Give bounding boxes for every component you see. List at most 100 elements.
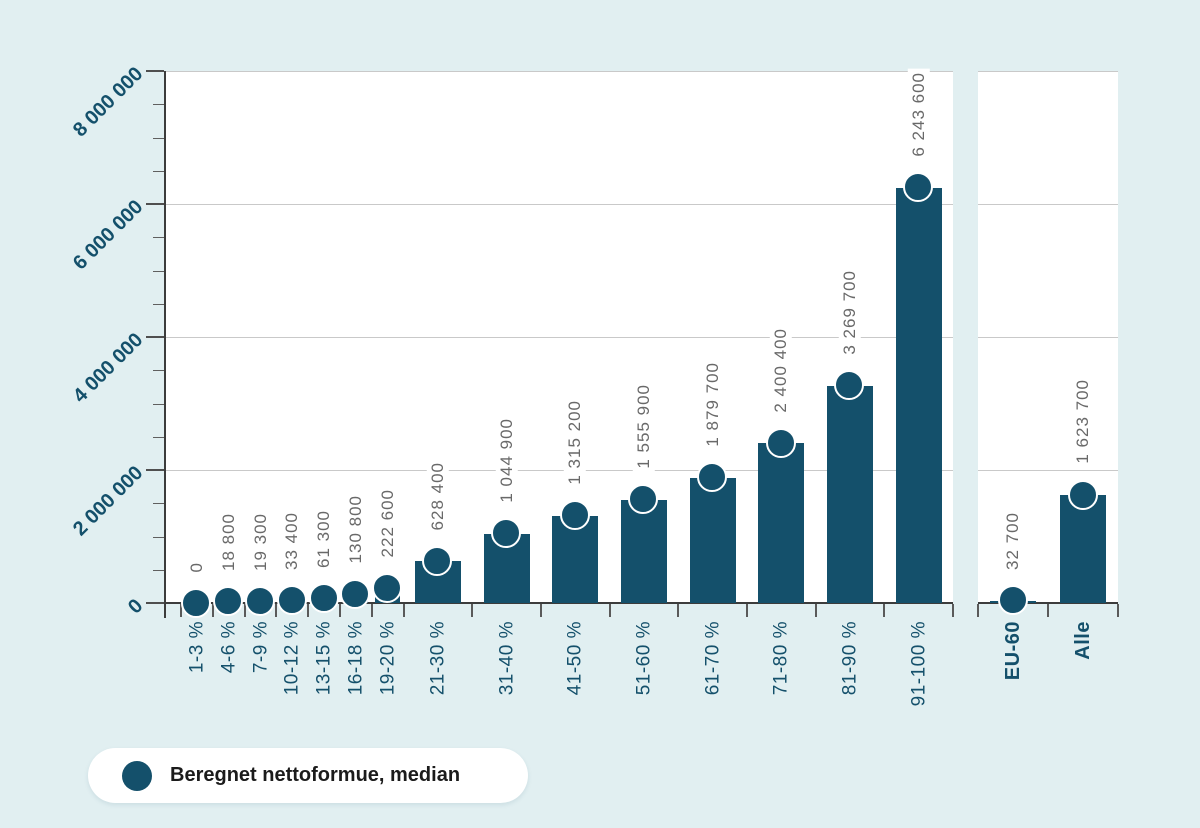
bar: [620, 499, 667, 603]
value-label: 0: [186, 558, 208, 575]
gridline: [978, 469, 1118, 471]
bar: [826, 385, 873, 603]
legend[interactable]: Beregnet nettoformue, median: [88, 748, 528, 803]
gridline: [978, 203, 1118, 205]
y-axis-line: [164, 71, 166, 618]
y-axis-minor-tick: [153, 270, 164, 272]
value-label: 32 700: [1002, 508, 1024, 573]
y-axis-major-tick: [146, 469, 164, 471]
median-dot: [1067, 479, 1098, 510]
x-axis-tick: [952, 604, 954, 617]
x-axis-tick: [1047, 604, 1049, 617]
y-axis-minor-tick: [153, 569, 164, 571]
median-dot: [372, 572, 403, 603]
x-axis-tick: [677, 604, 680, 617]
median-dot: [628, 484, 659, 515]
y-axis-minor-tick: [153, 536, 164, 538]
x-axis-tick: [339, 604, 341, 617]
value-label: 19 300: [249, 509, 272, 574]
median-dot: [181, 587, 212, 618]
median-dot: [308, 583, 339, 614]
gridline: [166, 469, 953, 471]
x-tick-label: 10-12 %: [281, 621, 303, 696]
value-label: 1 044 900: [495, 414, 518, 506]
x-tick-label: 21-30 %: [427, 621, 449, 696]
y-axis-minor-tick: [153, 436, 164, 438]
x-axis-tick: [180, 604, 182, 617]
value-label: 628 400: [427, 458, 449, 534]
gridline: [166, 70, 953, 72]
bar: [552, 515, 599, 603]
x-axis-tick: [883, 604, 886, 617]
value-label: 1 623 700: [1072, 376, 1094, 468]
x-axis-tick: [977, 604, 979, 617]
x-axis-tick: [745, 604, 748, 617]
y-tick-label: 0: [124, 594, 148, 619]
x-tick-label: 71-80 %: [770, 621, 792, 696]
y-axis-minor-tick: [153, 170, 164, 172]
y-axis-major-tick: [146, 336, 164, 338]
legend-marker-dot: [122, 760, 152, 791]
x-tick-label: 7-9 %: [250, 621, 271, 674]
x-tick-label: 81-90 %: [839, 621, 861, 696]
median-dot: [997, 585, 1028, 616]
legend-label: Beregnet nettoformue, median: [170, 764, 461, 786]
bar: [1060, 495, 1106, 603]
median-dot: [245, 586, 275, 617]
value-label: 222 600: [376, 485, 399, 561]
y-axis-minor-tick: [153, 503, 164, 505]
x-axis-tick: [539, 604, 542, 617]
gridline: [166, 203, 953, 205]
x-axis-tick: [243, 604, 246, 617]
gridline: [978, 336, 1118, 338]
y-tick-label: 6 000 000: [68, 195, 148, 275]
median-dot: [765, 427, 796, 458]
x-tick-label: 61-70 %: [702, 621, 724, 696]
value-label: 61 300: [313, 506, 335, 571]
value-label: 6 243 600: [907, 69, 930, 160]
value-label: 1 879 700: [701, 359, 724, 450]
y-axis-major-tick: [146, 602, 164, 604]
x-tick-label: Alle: [1072, 621, 1094, 660]
x-tick-label: 1-3 %: [186, 621, 208, 674]
x-axis-tick: [608, 604, 611, 617]
y-axis-major-tick: [146, 203, 164, 205]
x-axis-tick: [211, 604, 214, 617]
value-label: 33 400: [281, 508, 304, 573]
x-tick-label: 51-60 %: [633, 621, 655, 696]
x-tick-label: 31-40 %: [496, 621, 518, 696]
y-axis-major-tick: [146, 70, 164, 72]
y-axis-minor-tick: [153, 237, 164, 239]
value-label: 130 800: [345, 491, 367, 567]
y-axis-minor-tick: [153, 137, 164, 139]
value-label: 2 400 400: [770, 324, 793, 416]
bar: [758, 443, 805, 603]
x-axis-tick: [402, 604, 405, 617]
y-axis-minor-tick: [153, 303, 164, 305]
y-axis-minor-tick: [153, 104, 164, 106]
median-dot: [559, 500, 590, 531]
x-axis-tick: [471, 604, 474, 617]
median-dot: [834, 370, 865, 401]
x-tick-label: 91-100 %: [908, 621, 930, 707]
value-label: 1 555 900: [633, 380, 655, 472]
y-tick-label: 2 000 000: [68, 461, 148, 541]
x-tick-label: 13-15 %: [313, 621, 335, 696]
x-axis-tick: [275, 604, 278, 617]
median-dot: [276, 585, 307, 616]
value-label: 3 269 700: [839, 266, 861, 358]
x-axis-tick: [1117, 604, 1119, 617]
x-tick-label: 16-18 %: [345, 621, 367, 696]
median-dot: [697, 462, 728, 493]
x-axis-line-summary: [978, 602, 1118, 604]
x-axis-tick: [814, 604, 817, 617]
y-tick-label: 8 000 000: [68, 62, 148, 142]
median-dot: [903, 172, 934, 203]
bar: [895, 187, 942, 603]
gridline: [166, 336, 953, 338]
value-label: 1 315 200: [564, 396, 587, 488]
y-axis-minor-tick: [153, 403, 164, 405]
x-axis-line: [164, 602, 953, 604]
x-axis-tick: [307, 604, 310, 617]
